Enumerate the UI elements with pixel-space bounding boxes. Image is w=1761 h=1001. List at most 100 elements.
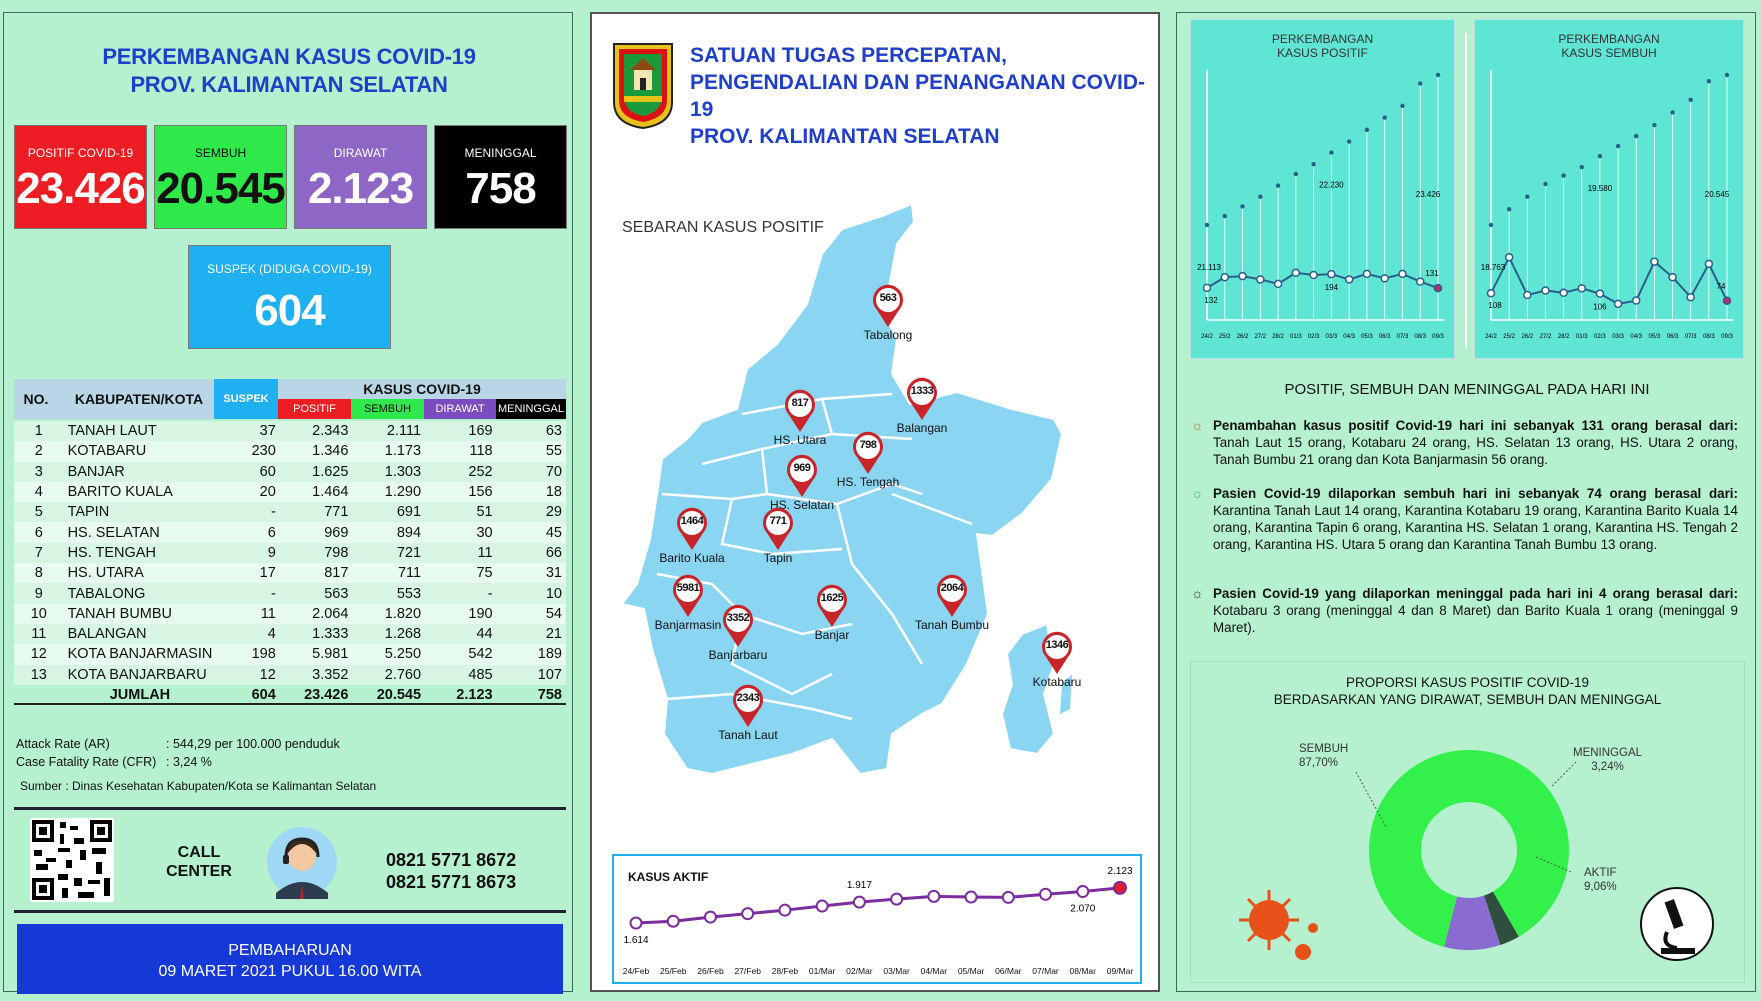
row-sembuh: 721 bbox=[352, 542, 426, 564]
mini-daily-point bbox=[1256, 275, 1265, 284]
row-kab: TABALONG bbox=[63, 583, 217, 604]
positif-today-text: Penambahan kasus positif Covid-19 hari i… bbox=[1213, 417, 1738, 468]
mini-cum-label: 23.426 bbox=[1416, 190, 1441, 199]
meninggal-label: MENINGGAL bbox=[464, 146, 537, 160]
mini-x-tick: 08/3 bbox=[1414, 334, 1426, 340]
pin-value: 1333 bbox=[910, 385, 934, 397]
map-pin[interactable]: 2343 Tanah Laut bbox=[718, 684, 778, 742]
aktif-x-tick: 24/Feb bbox=[623, 966, 650, 976]
mini-x-tick: 26/2 bbox=[1237, 334, 1249, 340]
map-pin[interactable]: 5981 Banjarmasin bbox=[655, 574, 721, 632]
mini-daily-point bbox=[1722, 296, 1732, 306]
mini-daily-point bbox=[1486, 288, 1496, 298]
table-row: 7 HS. TENGAH 9 798 721 11 66 bbox=[14, 542, 566, 564]
map-pin[interactable]: 3352 Banjarbaru bbox=[709, 604, 767, 662]
map-pin[interactable]: 2064 Tanah Bumbu bbox=[915, 574, 989, 632]
task-force-title-2: PENGENDALIAN DAN PENANGANAN COVID-19 bbox=[690, 71, 1146, 121]
map-pin[interactable]: 1333 Balangan bbox=[897, 377, 947, 435]
aktif-point bbox=[927, 889, 941, 903]
row-meninggal: 45 bbox=[496, 522, 566, 543]
mini-cum-point bbox=[1688, 97, 1693, 103]
virus-bullet-icon: ☼ bbox=[1191, 417, 1204, 433]
row-positif: 817 bbox=[279, 563, 353, 584]
aktif-point bbox=[666, 914, 680, 928]
aktif-data-label: 2.070 bbox=[1070, 904, 1095, 915]
mini-x-tick: 25/2 bbox=[1503, 334, 1515, 340]
pin-value: 771 bbox=[769, 515, 787, 527]
row-kab: BARITO KUALA bbox=[63, 481, 217, 503]
row-meninggal: 10 bbox=[496, 583, 566, 604]
aktif-x-tick: 03/Mar bbox=[883, 966, 910, 976]
microscope-icon bbox=[1640, 887, 1714, 961]
donut-slice-aktif bbox=[1444, 895, 1501, 950]
sembuh-label: SEMBUH bbox=[194, 146, 247, 160]
row-no: 1 bbox=[14, 421, 64, 442]
positif-label: POSITIF COVID-19 bbox=[27, 146, 134, 160]
map-pin[interactable]: 563 Tabalong bbox=[864, 284, 912, 342]
chart-positif-title-2: KASUS POSITIF bbox=[1277, 46, 1368, 60]
row-kab: KOTA BANJARMASIN bbox=[63, 644, 217, 665]
aktif-x-tick: 25/Feb bbox=[660, 966, 687, 976]
map-pin-icon bbox=[677, 507, 707, 550]
mini-cum-label: 21.113 bbox=[1197, 263, 1221, 272]
mini-cum-point bbox=[1670, 110, 1675, 115]
aktif-point bbox=[815, 899, 829, 913]
row-positif: 798 bbox=[279, 542, 353, 564]
table-row: 13 KOTA BANJARBARU 12 3.352 2.760 485 107 bbox=[14, 664, 566, 685]
mini-daily-point bbox=[1344, 275, 1354, 284]
aktif-x-tick: 28/Feb bbox=[772, 966, 799, 976]
phone-1-link[interactable]: 0821 5771 8672 bbox=[386, 850, 517, 870]
map-pin[interactable]: 969 HS. Selatan bbox=[770, 454, 834, 512]
map-pin[interactable]: 798 HS. Tengah bbox=[837, 431, 899, 489]
map-pin[interactable]: 1625 Banjar bbox=[810, 584, 854, 642]
pin-value: 2064 bbox=[940, 582, 964, 594]
meninggal-donut-pct: 3,24% bbox=[1591, 761, 1624, 773]
row-dirawat: 44 bbox=[425, 623, 497, 645]
row-dirawat: 11 bbox=[425, 542, 497, 564]
row-positif: 3.352 bbox=[279, 664, 353, 685]
mini-cum-point bbox=[1222, 213, 1227, 219]
row-kab: KOTA BANJARBARU bbox=[63, 664, 217, 685]
row-sembuh: 553 bbox=[352, 583, 426, 604]
map-pin[interactable]: 1346 Kotabaru bbox=[1033, 631, 1081, 689]
mini-x-tick: 03/3 bbox=[1326, 334, 1338, 340]
mini-daily-point bbox=[1238, 271, 1247, 281]
table-row: 11 BALANGAN 4 1.333 1.268 44 21 bbox=[14, 623, 566, 645]
map-pin-icon bbox=[763, 507, 793, 550]
kasus-aktif-svg: 24/Feb 25/Feb 26/Feb 27/Feb 28/Feb 01/Mar 02/M… bbox=[623, 866, 1134, 976]
col-dirawat-header: DIRAWAT bbox=[424, 399, 496, 419]
ar-label: Attack Rate (AR) bbox=[16, 737, 110, 751]
pin-region-name: Banjarmasin bbox=[654, 618, 722, 632]
mini-cum-point bbox=[1435, 72, 1441, 78]
aktif-x-tick: 26/Feb bbox=[697, 966, 724, 976]
mini-daily-point bbox=[1309, 270, 1318, 280]
suspek-label: SUSPEK (DIDUGA COVID-19) bbox=[207, 262, 372, 276]
row-no: 7 bbox=[14, 542, 64, 564]
page-title: PERKEMBANGAN KASUS COVID-19 PROV. KALIMA… bbox=[4, 43, 574, 99]
pin-region-name: Tanah Bumbu bbox=[914, 618, 990, 632]
operator-avatar-icon bbox=[267, 827, 337, 899]
mini-daily-label: 132 bbox=[1204, 296, 1218, 305]
mini-cum-point bbox=[1258, 194, 1263, 199]
mini-x-tick: 28/2 bbox=[1272, 334, 1284, 340]
pin-value: 1464 bbox=[680, 515, 704, 527]
mini-x-tick: 24/2 bbox=[1201, 334, 1213, 340]
pin-value: 798 bbox=[859, 439, 877, 451]
mini-daily-point bbox=[1220, 272, 1230, 282]
mini-x-tick: 02/3 bbox=[1594, 334, 1606, 340]
phone-2-link[interactable]: 0821 5771 8673 bbox=[386, 872, 517, 892]
row-no: 11 bbox=[14, 623, 64, 645]
row-no: 12 bbox=[14, 644, 64, 665]
row-no: 2 bbox=[14, 441, 64, 462]
map-pin-icon bbox=[733, 684, 763, 727]
row-meninggal: 70 bbox=[496, 461, 566, 482]
map-pin[interactable]: 817 HS. Utara bbox=[774, 389, 826, 447]
row-sembuh: 894 bbox=[352, 522, 426, 543]
dirawat-value: 2.123 bbox=[307, 164, 414, 213]
map-pin[interactable]: 771 Tapin bbox=[756, 507, 800, 565]
b2-text: Karantina Tanah Laut 14 orang, Karantina… bbox=[1213, 503, 1738, 552]
map-pin[interactable]: 1464 Barito Kuala bbox=[659, 507, 725, 565]
dirawat-card: DIRAWAT 2.123 bbox=[294, 125, 427, 229]
pin-region-name: HS. Utara bbox=[773, 433, 827, 447]
left-panel: PERKEMBANGAN KASUS COVID-19 PROV. KALIMA… bbox=[3, 12, 574, 994]
